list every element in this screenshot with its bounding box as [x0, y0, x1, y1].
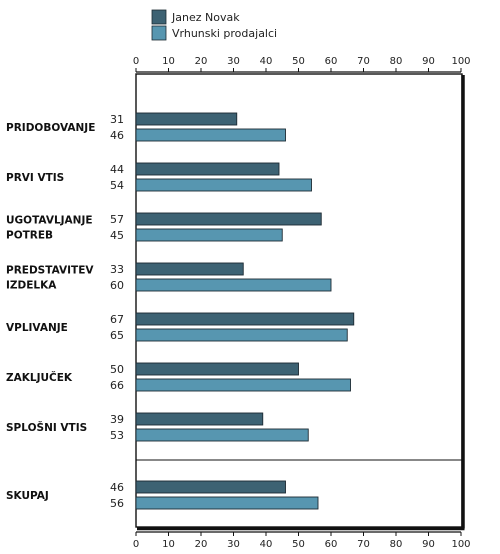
- bottom-tick-label-90: 90: [422, 539, 435, 550]
- category-label-2: PRVI VTIS: [6, 172, 64, 184]
- top-tick-label-60: 60: [325, 56, 338, 67]
- category-label-8: SKUPAJ: [6, 490, 49, 502]
- bar-7-series-1: [135, 412, 264, 426]
- bottom-tick-label-50: 50: [292, 539, 305, 550]
- top-tick-label-20: 20: [195, 56, 208, 67]
- bar-8-series-2: [135, 496, 319, 510]
- value-label-4-series-2: 60: [110, 279, 124, 292]
- category-label-1: PRIDOBOVANJE: [6, 122, 95, 134]
- bottom-tick-label-70: 70: [357, 539, 370, 550]
- bar-3-series-1: [135, 212, 322, 226]
- bottom-tick-label-60: 60: [325, 539, 338, 550]
- bottom-tick-label-20: 20: [195, 539, 208, 550]
- legend-swatch-2: [151, 25, 167, 41]
- category-label-3-line-1: UGOTAVLJANJE: [6, 215, 93, 227]
- bottom-tick-label-100: 100: [451, 539, 470, 550]
- value-label-2-series-1: 44: [110, 163, 124, 176]
- bar-8-series-1: [135, 480, 286, 494]
- category-label-4-line-2: IZDELKA: [6, 280, 57, 292]
- value-label-3-series-1: 57: [110, 213, 124, 226]
- category-label-4-line-1: PREDSTAVITEV: [6, 265, 94, 277]
- top-tick-label-30: 30: [227, 56, 240, 67]
- category-label-6: ZAKLJUČEK: [6, 371, 73, 384]
- bar-1-series-2: [135, 128, 286, 142]
- value-label-6-series-2: 66: [110, 379, 124, 392]
- top-tick-label-90: 90: [422, 56, 435, 67]
- bar-2-series-1: [135, 162, 280, 176]
- value-label-7-series-1: 39: [110, 413, 124, 426]
- value-label-8-series-1: 46: [110, 481, 124, 494]
- bar-5-series-1: [135, 312, 355, 326]
- value-label-7-series-2: 53: [110, 429, 124, 442]
- bar-3-series-2: [135, 228, 283, 242]
- bar-6-series-2: [135, 378, 351, 392]
- bottom-tick-label-0: 0: [133, 539, 139, 550]
- category-label-7: SPLOŠNI VTIS: [6, 421, 87, 434]
- top-tick-label-70: 70: [357, 56, 370, 67]
- bottom-tick-label-80: 80: [390, 539, 403, 550]
- top-tick-label-0: 0: [133, 56, 139, 67]
- value-label-2-series-2: 54: [110, 179, 124, 192]
- bottom-tick-label-30: 30: [227, 539, 240, 550]
- legend-label-2: Vrhunski prodajalci: [172, 27, 277, 40]
- top-tick-label-10: 10: [162, 56, 175, 67]
- value-label-5-series-1: 67: [110, 313, 124, 326]
- value-label-5-series-2: 65: [110, 329, 124, 342]
- bar-4-series-1: [135, 262, 244, 276]
- bottom-tick-label-10: 10: [162, 539, 175, 550]
- legend-label-1: Janez Novak: [171, 11, 240, 24]
- bar-2-series-2: [135, 178, 312, 192]
- top-tick-label-80: 80: [390, 56, 403, 67]
- value-label-8-series-2: 56: [110, 497, 124, 510]
- value-label-1-series-1: 31: [110, 113, 124, 126]
- bar-4-series-2: [135, 278, 332, 292]
- category-label-5: VPLIVANJE: [6, 322, 68, 334]
- value-label-1-series-2: 46: [110, 129, 124, 142]
- value-label-3-series-2: 45: [110, 229, 124, 242]
- category-label-3-line-2: POTREB: [6, 230, 53, 242]
- top-tick-label-100: 100: [451, 56, 470, 67]
- top-tick-label-50: 50: [292, 56, 305, 67]
- legend-swatch-1: [151, 9, 167, 25]
- bottom-tick-label-40: 40: [260, 539, 273, 550]
- bar-7-series-2: [135, 428, 309, 442]
- bar-5-series-2: [135, 328, 348, 342]
- value-label-4-series-1: 33: [110, 263, 124, 276]
- bar-6-series-1: [135, 362, 299, 376]
- bar-1-series-1: [135, 112, 238, 126]
- plot-frame: [135, 73, 463, 528]
- top-tick-label-40: 40: [260, 56, 273, 67]
- value-label-6-series-1: 50: [110, 363, 124, 376]
